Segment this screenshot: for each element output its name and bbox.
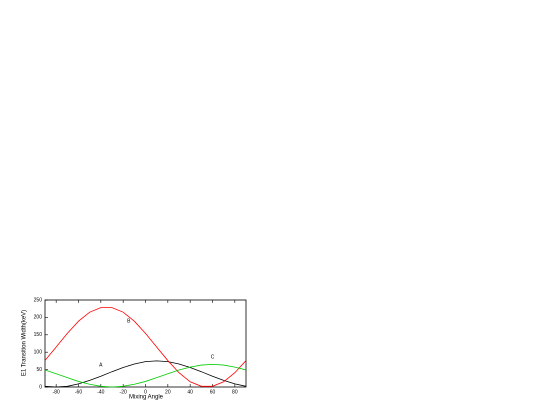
x-tick-label: 60 (210, 389, 216, 395)
x-tick-label: 80 (232, 389, 238, 395)
x-tick-label: 40 (187, 389, 193, 395)
x-tick-label: -40 (97, 389, 104, 395)
plot-frame (44, 299, 247, 388)
series-line (44, 363, 247, 388)
series-label: C (211, 354, 215, 360)
x-tick-label: 20 (165, 389, 171, 395)
y-tick-label: 200 (34, 315, 43, 321)
x-tick-label: -20 (120, 389, 127, 395)
y-tick-label: 250 (34, 297, 43, 303)
y-tick-label: 50 (36, 367, 42, 373)
y-tick-label: 0 (39, 384, 42, 390)
x-tick-label: 0 (144, 389, 147, 395)
y-axis-label: E1 Transition Width(keV) (22, 310, 28, 376)
series-line (44, 307, 247, 387)
y-tick-label: 100 (34, 350, 43, 356)
series-label: A (99, 362, 103, 368)
series-line (44, 360, 247, 388)
x-axis-label: Mixing Angle (129, 395, 164, 401)
series-label: B (127, 318, 131, 324)
x-tick-label: -80 (53, 389, 60, 395)
x-tick-label: -60 (75, 389, 82, 395)
y-tick-label: 150 (34, 332, 43, 338)
